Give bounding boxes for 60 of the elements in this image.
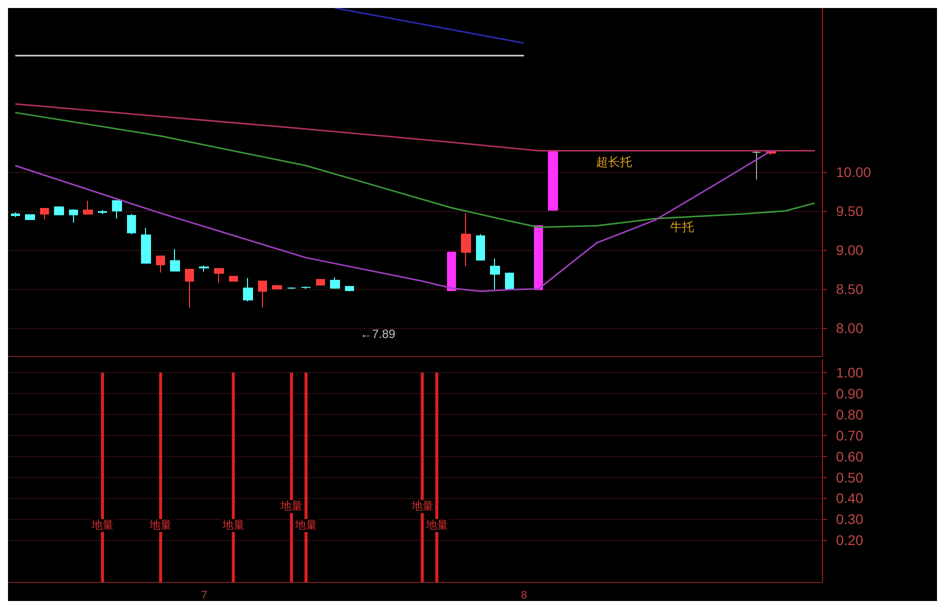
candlestick — [476, 234, 485, 261]
y-tick-label: 9.00 — [836, 242, 864, 258]
candlestick — [301, 286, 311, 290]
candlestick — [54, 206, 64, 216]
candlestick — [170, 248, 180, 272]
candlestick — [330, 276, 340, 290]
candlestick — [40, 208, 49, 220]
candlestick — [83, 200, 93, 214]
data-label: 地量 — [90, 518, 114, 532]
candlestick — [98, 210, 107, 214]
data-label: 地量 — [148, 518, 172, 532]
y-tick-label: 8.00 — [836, 320, 864, 336]
candlestick — [752, 150, 761, 180]
annotation: 牛托 — [670, 220, 694, 234]
candlestick — [345, 286, 354, 292]
y-tick-label: 8.50 — [836, 280, 864, 297]
x-tick-label: 7 — [201, 590, 208, 602]
data-label: 地量 — [221, 518, 244, 532]
y-tick-label: 0.30 — [836, 511, 864, 528]
candlestick — [316, 279, 325, 286]
candlestick — [243, 277, 253, 302]
y-tick-label: 0.40 — [836, 490, 864, 506]
data-label: 地量 — [424, 518, 448, 532]
data-label: 地量 — [410, 500, 434, 513]
candlestick — [69, 208, 78, 224]
candlestick — [229, 276, 238, 282]
y-tick-label: 0.50 — [836, 469, 864, 486]
candlestick — [127, 213, 136, 235]
annotation: ←7.89 — [360, 327, 396, 341]
candlestick — [185, 268, 194, 308]
candlestick — [25, 214, 35, 220]
candlestick — [490, 258, 500, 290]
data-label: 地量 — [279, 500, 302, 513]
y-tick-label: 1.00 — [836, 364, 864, 381]
candlestick — [548, 150, 558, 211]
x-tick-label: 8 — [520, 590, 528, 602]
y-tick-label: 0.80 — [836, 406, 864, 422]
candlestick — [461, 212, 471, 267]
candlestick — [447, 252, 456, 291]
y-tick-label: 0.90 — [836, 386, 864, 402]
candlestick — [258, 280, 267, 308]
candlestick — [11, 212, 20, 218]
candlestick — [112, 199, 122, 220]
candlestick — [199, 264, 209, 272]
candlestick — [287, 286, 296, 290]
y-tick-label: 10.00 — [836, 164, 872, 180]
y-tick-label: 0.20 — [836, 532, 864, 548]
candlestick — [505, 272, 514, 290]
y-tick-label: 9.50 — [836, 202, 864, 219]
candlestick — [214, 268, 224, 284]
y-tick-label: 0.60 — [836, 448, 864, 464]
candlestick — [156, 256, 165, 274]
candlestick — [534, 225, 543, 290]
data-label: 地量 — [294, 518, 317, 532]
y-tick-label: 0.70 — [836, 427, 864, 444]
line-series — [14, 150, 772, 292]
annotation: 超长托 — [596, 155, 632, 169]
line-series — [14, 103, 816, 152]
candlestick — [141, 228, 151, 264]
candlestick — [272, 284, 282, 290]
